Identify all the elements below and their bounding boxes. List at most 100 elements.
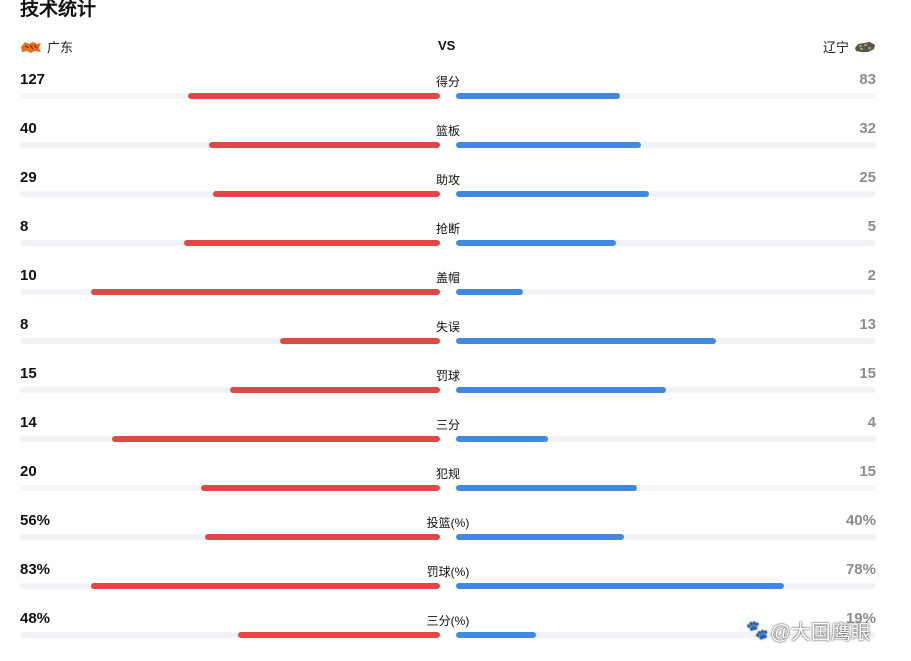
away-value: 19% — [845, 610, 876, 627]
home-bar-track — [20, 338, 440, 344]
stat-label: 篮板 — [435, 124, 461, 138]
paw-icon: 🐾 — [746, 620, 769, 640]
stat-row: 20 犯规 15 — [20, 463, 876, 503]
home-bar — [213, 191, 440, 197]
away-bar — [456, 93, 620, 99]
stat-label: 三分 — [435, 418, 461, 432]
stat-label: 盖帽 — [435, 271, 461, 285]
home-bar-track — [20, 93, 440, 99]
home-bar — [230, 387, 440, 393]
away-bar — [456, 387, 666, 393]
away-value: 83 — [859, 71, 876, 88]
stat-row: 15 罚球 15 — [20, 365, 876, 405]
stat-row: 14 三分 4 — [20, 414, 876, 454]
home-bar-track — [20, 485, 440, 491]
home-value: 8 — [20, 218, 29, 235]
away-bar — [456, 436, 548, 442]
away-bar-track — [456, 534, 876, 540]
team-header: 广东 VS 辽宁 — [20, 37, 876, 57]
home-bar — [205, 534, 440, 540]
home-value: 127 — [20, 71, 46, 88]
home-value: 10 — [20, 267, 37, 284]
watermark-text: @大国鹰眼 — [770, 622, 871, 644]
home-team[interactable]: 广东 — [20, 37, 73, 56]
leopard-logo-icon — [855, 41, 875, 52]
home-bar-track — [20, 387, 440, 393]
stat-row: 10 盖帽 2 — [20, 267, 876, 307]
stat-label: 罚球 — [435, 369, 461, 383]
away-value: 25 — [859, 169, 876, 186]
home-value: 8 — [20, 316, 29, 333]
home-value: 83% — [20, 561, 51, 578]
home-bar — [91, 583, 440, 589]
away-bar-track — [456, 142, 876, 148]
home-bar-track — [20, 191, 440, 197]
home-bar — [188, 93, 440, 99]
away-bar-track — [456, 338, 876, 344]
away-bar-track — [456, 93, 876, 99]
away-bar-track — [456, 289, 876, 295]
home-value: 48% — [20, 610, 51, 627]
stat-row: 8 失误 13 — [20, 316, 876, 356]
home-bar-track — [20, 289, 440, 295]
away-bar-track — [456, 387, 876, 393]
home-value: 20 — [20, 463, 37, 480]
away-team[interactable]: 辽宁 — [823, 37, 876, 56]
away-value: 2 — [867, 267, 876, 284]
away-value: 32 — [859, 120, 876, 137]
away-value: 13 — [859, 316, 876, 333]
away-bar-track — [456, 436, 876, 442]
away-bar — [456, 583, 784, 589]
home-bar — [209, 142, 440, 148]
away-bar — [456, 289, 523, 295]
away-value: 4 — [867, 414, 876, 431]
home-bar-track — [20, 632, 440, 638]
page-title: 技术统计 — [20, 0, 97, 20]
home-team-name: 广东 — [47, 40, 74, 55]
stat-label: 得分 — [435, 75, 461, 89]
home-bar-track — [20, 534, 440, 540]
away-bar-track — [456, 191, 876, 197]
stat-row: 8 抢断 5 — [20, 218, 876, 258]
home-bar-track — [20, 583, 440, 589]
stat-label: 犯规 — [435, 467, 461, 481]
home-value: 56% — [20, 512, 51, 529]
home-bar — [201, 485, 440, 491]
home-bar-track — [20, 142, 440, 148]
away-team-name: 辽宁 — [822, 40, 849, 55]
home-value: 15 — [20, 365, 37, 382]
away-value: 40% — [845, 512, 876, 529]
away-bar — [456, 485, 637, 491]
home-bar — [280, 338, 440, 344]
away-bar — [456, 632, 536, 638]
home-value: 40 — [20, 120, 37, 137]
vs-label: VS — [438, 38, 456, 53]
stat-label: 三分(%) — [426, 614, 470, 628]
stat-label: 失误 — [435, 320, 461, 334]
away-bar — [456, 240, 616, 246]
away-bar-track — [456, 240, 876, 246]
away-bar-track — [456, 583, 876, 589]
away-bar-track — [456, 485, 876, 491]
home-bar-track — [20, 240, 440, 246]
stat-label: 抢断 — [435, 222, 461, 236]
away-bar — [456, 338, 716, 344]
stat-row: 48% 三分(%) 19% — [20, 610, 876, 650]
stat-row: 29 助攻 25 — [20, 169, 876, 209]
home-bar — [238, 632, 440, 638]
away-bar — [456, 534, 624, 540]
home-value: 29 — [20, 169, 37, 186]
away-bar — [456, 142, 641, 148]
away-value: 5 — [867, 218, 876, 235]
stat-row: 56% 投篮(%) 40% — [20, 512, 876, 552]
stat-label: 投篮(%) — [426, 516, 470, 530]
watermark: 🐾 @大国鹰眼 — [746, 616, 871, 645]
home-bar — [184, 240, 440, 246]
home-bar — [91, 289, 440, 295]
stat-row: 127 得分 83 — [20, 71, 876, 111]
stat-row: 83% 罚球(%) 78% — [20, 561, 876, 601]
home-bar — [112, 436, 440, 442]
away-bar-track — [456, 632, 876, 638]
home-bar-track — [20, 436, 440, 442]
stat-label: 助攻 — [435, 173, 461, 187]
